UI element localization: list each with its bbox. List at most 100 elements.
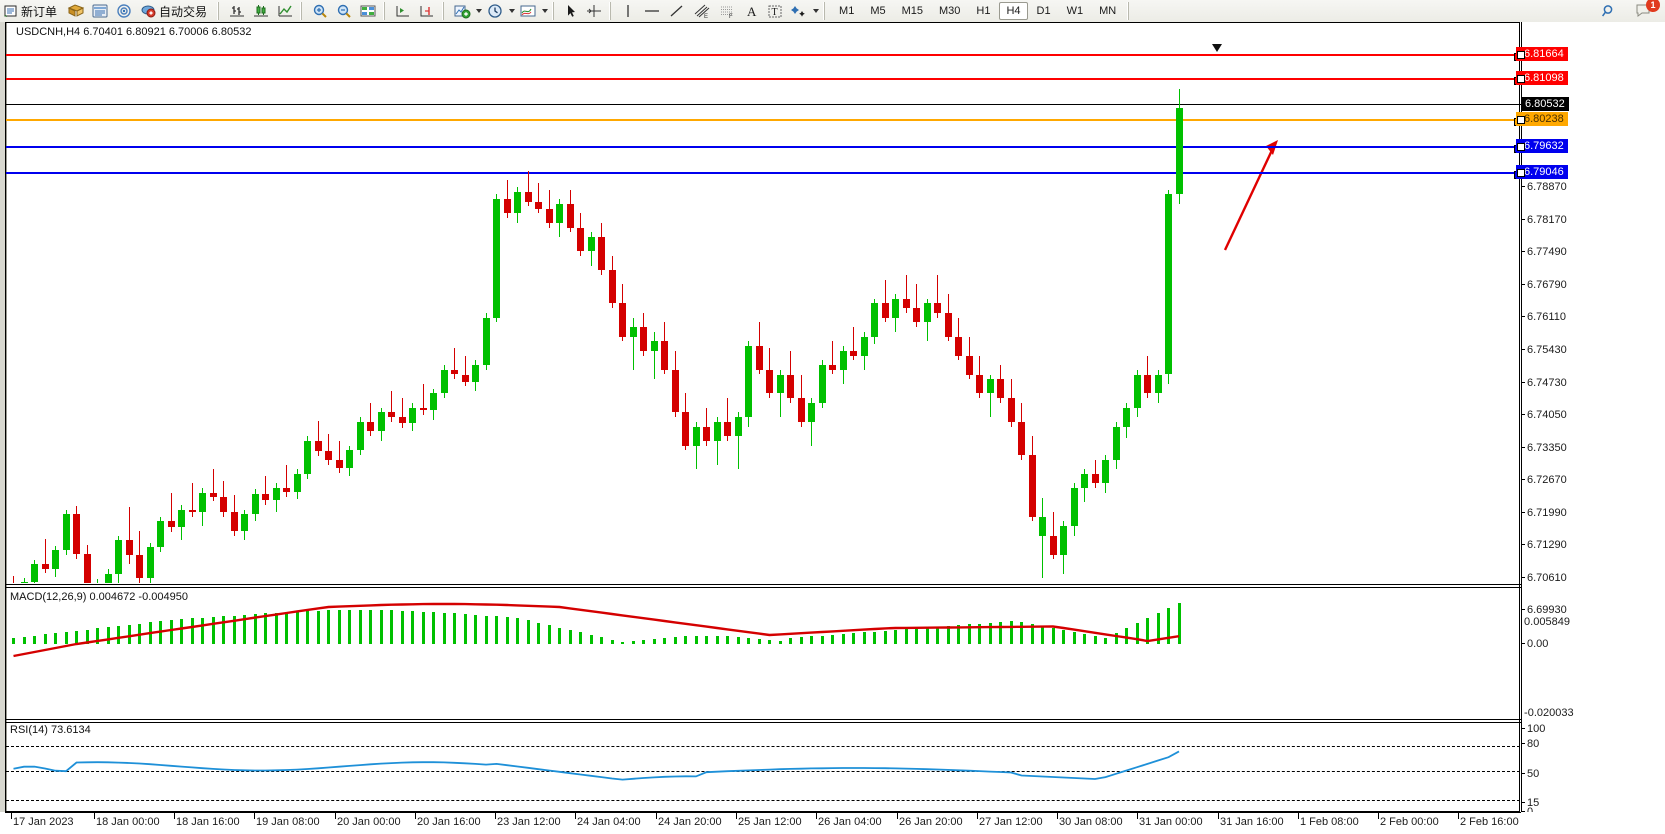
crosshair-button[interactable]: [582, 1, 606, 21]
autotrade-button[interactable]: 自动交易: [136, 1, 214, 21]
macd-histogram-bar: [127, 624, 131, 644]
vline-button[interactable]: [617, 1, 639, 21]
candle-body: [556, 203, 563, 223]
macd-histogram-bar: [663, 637, 666, 644]
price-badge-resistance-2[interactable]: 6.81098: [1516, 71, 1568, 85]
zoom-in-button[interactable]: [308, 1, 332, 21]
objects-dropdown-caret[interactable]: [811, 2, 820, 20]
fibonacci-button[interactable]: F: [715, 1, 741, 21]
equidistant-channel-button[interactable]: E: [689, 1, 715, 21]
data-window-button[interactable]: [88, 1, 112, 21]
macd-histogram-bar: [1020, 622, 1023, 644]
new-order-button[interactable]: 新订单: [0, 1, 64, 21]
fibonacci-icon: F: [721, 6, 734, 19]
objects-button[interactable]: [787, 1, 811, 21]
price-axis[interactable]: 6.809306.788706.781706.774906.767906.761…: [1516, 22, 1665, 818]
grid-icon: [360, 5, 376, 17]
time-tick: [1458, 813, 1459, 819]
timeframe-m1[interactable]: M1: [839, 5, 855, 17]
candle-body: [209, 492, 217, 497]
macd-histogram-bar: [1041, 626, 1044, 644]
candle-body: [713, 421, 721, 441]
period-button[interactable]: [483, 1, 507, 21]
candle-wick: [44, 539, 46, 573]
candle-body: [1049, 535, 1057, 555]
candle-wick: [727, 398, 728, 441]
notification-button[interactable]: 1: [1631, 0, 1660, 21]
candle-body: [293, 474, 301, 492]
timeframe-h4[interactable]: H4: [999, 2, 1028, 20]
candle-wick: [338, 440, 340, 474]
text-button[interactable]: A: [741, 1, 763, 21]
time-axis-right-gutter: [1521, 812, 1665, 834]
candle-body: [241, 514, 248, 531]
macd-pane-title: MACD(12,26,9) 0.004672 -0.004950: [10, 591, 188, 603]
badge-handle: [1517, 169, 1525, 177]
time-axis-label: 31 Jan 16:00: [1220, 816, 1284, 828]
time-tick: [575, 813, 576, 819]
candle-body: [167, 521, 175, 528]
candle-body: [913, 308, 920, 323]
timeframe-mn[interactable]: MN: [1099, 5, 1117, 17]
price-badge-support-1[interactable]: 6.79632: [1516, 139, 1568, 153]
bar-chart-button[interactable]: [225, 1, 249, 21]
candle-body: [52, 549, 59, 569]
notification-badge: 1: [1646, 0, 1660, 12]
candlestick-chart-button[interactable]: [249, 1, 273, 21]
price-tick: 6.76790: [1521, 279, 1567, 291]
macd-histogram-bar: [957, 625, 960, 644]
time-tick: [816, 813, 817, 819]
chart-area[interactable]: USDCNH,H4 6.70401 6.80921 6.70006 6.8053…: [0, 22, 1665, 834]
timeframe-h1[interactable]: H1: [976, 5, 991, 17]
indicators-button[interactable]: [450, 1, 474, 21]
macd-histogram-bar: [390, 610, 393, 644]
templates-dropdown-caret[interactable]: [540, 2, 549, 20]
macd-histogram-bar: [610, 639, 614, 644]
candle-body: [461, 374, 469, 382]
timeframe-m15[interactable]: M15: [901, 5, 923, 17]
level-line-current-price: [6, 104, 1521, 105]
period-dropdown-caret[interactable]: [507, 2, 516, 20]
timeframe-d1[interactable]: D1: [1036, 5, 1051, 17]
expert-advisor-button[interactable]: [64, 1, 88, 21]
candle-body: [976, 374, 983, 394]
candle-body: [986, 379, 994, 394]
candle-body: [1091, 474, 1099, 484]
timeframe-w1[interactable]: W1: [1066, 5, 1084, 17]
signal-icon: [117, 4, 131, 18]
candle-body: [682, 412, 689, 446]
price-badge-resistance-1[interactable]: 6.81664: [1516, 47, 1568, 61]
cursor-button[interactable]: [560, 1, 582, 21]
candle-wick: [191, 483, 193, 517]
rsi-guide-15: [6, 799, 1520, 801]
zoom-out-button[interactable]: [332, 1, 356, 21]
hline-button[interactable]: [639, 1, 665, 21]
macd-histogram-bar: [295, 611, 299, 644]
price-badge-entry[interactable]: 6.80238: [1516, 112, 1568, 126]
signal-button[interactable]: [112, 1, 136, 21]
time-tick: [495, 813, 496, 819]
cursor-icon: [568, 5, 576, 17]
macd-histogram-bar: [484, 615, 488, 644]
templates-button[interactable]: [516, 1, 540, 21]
auto-scroll-button[interactable]: [415, 1, 439, 21]
badge-price: 6.81664: [1524, 48, 1564, 60]
search-button[interactable]: [1597, 1, 1621, 21]
time-axis[interactable]: 17 Jan 2023 18 Jan 00:00 18 Jan 16:00 19 Ja…: [5, 812, 1599, 834]
price-badge-support-2[interactable]: 6.79046: [1516, 165, 1568, 179]
candle-body: [472, 365, 479, 382]
price-badge-current: 6.80532: [1521, 97, 1569, 111]
timeframe-m30[interactable]: M30: [939, 5, 961, 17]
indicators-dropdown-caret[interactable]: [474, 2, 483, 20]
timeframe-m5[interactable]: M5: [870, 5, 886, 17]
candle-body: [514, 192, 521, 214]
candle-wick: [128, 507, 130, 565]
trendline-button[interactable]: [665, 1, 689, 21]
text-label-button[interactable]: T: [763, 1, 787, 21]
candle-body: [1133, 374, 1141, 408]
grid-button[interactable]: [356, 1, 380, 21]
line-chart-button[interactable]: [273, 1, 297, 21]
candle-body: [787, 374, 794, 399]
macd-histogram-bar: [253, 614, 257, 644]
chart-shift-button[interactable]: [391, 1, 415, 21]
